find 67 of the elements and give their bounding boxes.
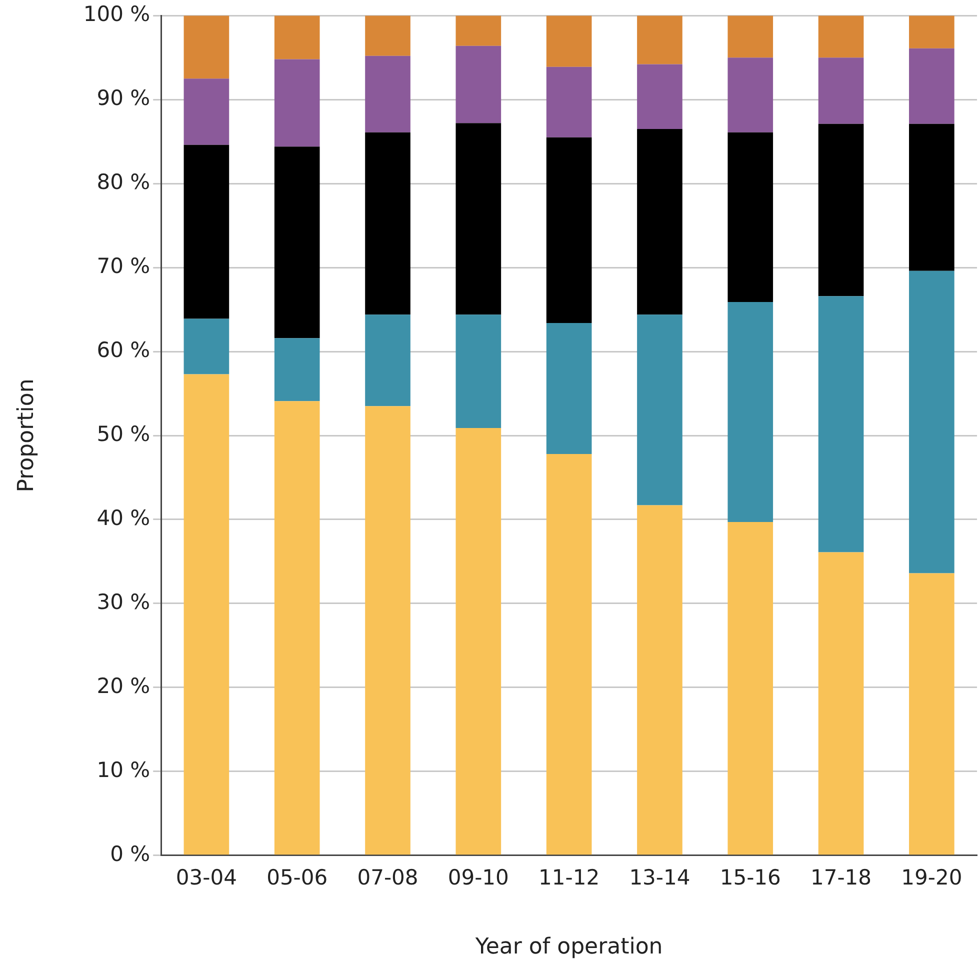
- x-tick-label: 05-06: [266, 865, 328, 890]
- y-tick-label: 50 %: [96, 422, 150, 446]
- bar: [818, 296, 864, 552]
- bar: [728, 302, 774, 522]
- y-tick-label: 60 %: [96, 338, 150, 362]
- bar: [637, 314, 682, 506]
- y-tick-label: 30 %: [96, 590, 150, 614]
- bar: [365, 406, 410, 855]
- y-tick-label: 0 %: [110, 842, 150, 866]
- bar: [546, 454, 592, 855]
- bar: [818, 552, 864, 855]
- bar: [184, 318, 230, 374]
- bar: [184, 78, 230, 145]
- x-tick-label: 03-04: [176, 865, 237, 890]
- y-tick-label: 40 %: [96, 506, 150, 530]
- bar: [184, 144, 230, 319]
- bar: [184, 16, 230, 79]
- x-tick-label: 17-18: [810, 865, 872, 890]
- bar: [909, 573, 954, 855]
- bar: [365, 314, 410, 406]
- bar: [546, 322, 592, 454]
- bar: [728, 16, 774, 58]
- bar: [637, 128, 682, 315]
- bar: [456, 428, 502, 855]
- x-tick-label: 07-08: [357, 865, 418, 890]
- x-tick-label: 15-16: [720, 865, 781, 890]
- y-tick-label: 100 %: [83, 2, 150, 26]
- bar: [274, 338, 320, 402]
- x-tick-label: 19-20: [901, 865, 962, 890]
- bar: [818, 124, 864, 296]
- x-axis-title: Year of operation: [474, 934, 663, 960]
- bar: [728, 132, 774, 302]
- bar: [274, 16, 320, 60]
- bar: [909, 124, 954, 271]
- bar: [274, 146, 320, 338]
- x-tick-label: 09-10: [448, 865, 509, 890]
- bar: [456, 16, 502, 46]
- y-axis-title: Proportion: [14, 378, 39, 492]
- bar: [728, 58, 774, 132]
- bar: [365, 16, 410, 56]
- bar: [274, 401, 320, 855]
- bar: [546, 137, 592, 323]
- bar: [365, 132, 410, 315]
- bar: [637, 16, 682, 64]
- bar: [909, 16, 954, 48]
- bar: [365, 56, 410, 132]
- y-tick-label: 20 %: [96, 674, 150, 698]
- y-tick-label: 90 %: [96, 86, 150, 110]
- y-tick-label: 70 %: [96, 254, 150, 278]
- x-tick-label: 11-12: [538, 865, 600, 890]
- y-tick-label: 80 %: [96, 170, 150, 194]
- x-tick-label: 13-14: [629, 865, 690, 890]
- bar: [818, 16, 864, 58]
- y-tick-label: 10 %: [96, 758, 150, 782]
- bar: [637, 505, 682, 855]
- bar: [184, 374, 230, 855]
- bar: [637, 64, 682, 129]
- bar: [728, 522, 774, 855]
- bar: [274, 59, 320, 147]
- bar: [456, 46, 502, 124]
- bar: [546, 66, 592, 138]
- bar: [909, 270, 954, 574]
- bar: [818, 58, 864, 124]
- bar: [456, 314, 502, 428]
- bar: [909, 48, 954, 124]
- bar: [456, 123, 502, 315]
- bar: [546, 16, 592, 67]
